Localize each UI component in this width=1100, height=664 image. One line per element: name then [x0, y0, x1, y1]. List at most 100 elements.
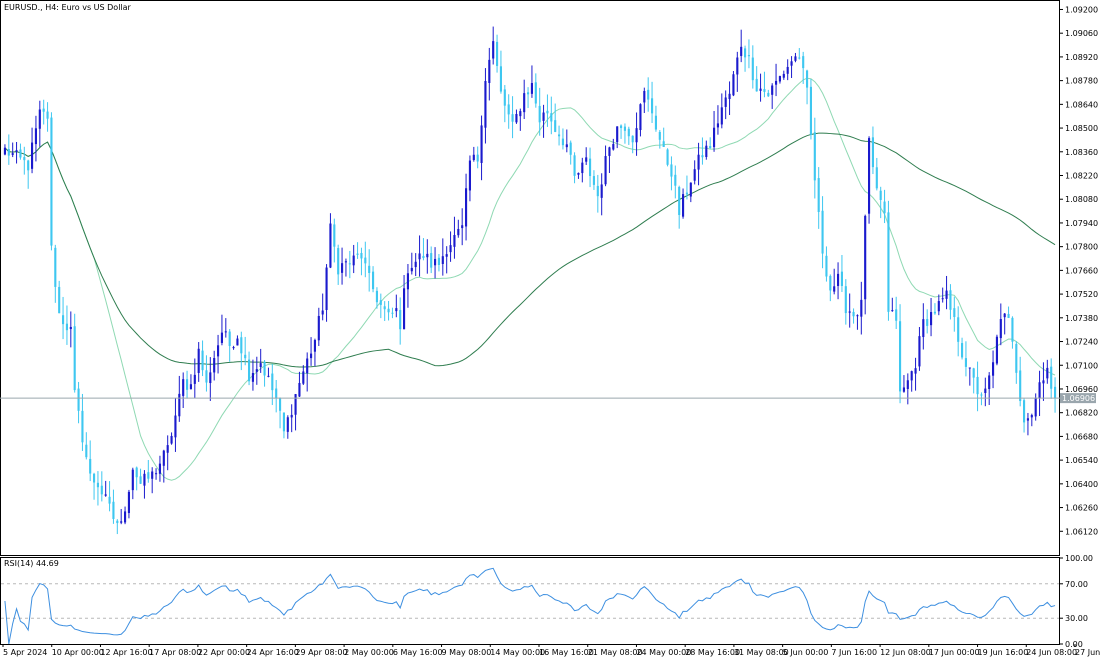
- candle[interactable]: [251, 359, 255, 391]
- candle[interactable]: [77, 381, 80, 424]
- candle[interactable]: [1007, 306, 1010, 319]
- candle[interactable]: [960, 337, 964, 360]
- candle[interactable]: [410, 252, 413, 275]
- candle[interactable]: [685, 175, 689, 200]
- candle[interactable]: [991, 350, 995, 389]
- candle[interactable]: [557, 125, 561, 146]
- candle[interactable]: [503, 85, 506, 123]
- candle[interactable]: [980, 392, 983, 406]
- candle[interactable]: [914, 357, 917, 391]
- candle[interactable]: [321, 293, 324, 321]
- candle[interactable]: [608, 146, 611, 174]
- candle[interactable]: [883, 189, 886, 224]
- candle[interactable]: [805, 69, 809, 105]
- candle[interactable]: [581, 157, 584, 183]
- candle[interactable]: [988, 372, 991, 405]
- candle[interactable]: [798, 48, 801, 60]
- candle[interactable]: [813, 117, 816, 199]
- candle[interactable]: [348, 250, 351, 279]
- candle[interactable]: [399, 297, 402, 345]
- candle[interactable]: [224, 318, 227, 338]
- candle[interactable]: [829, 274, 832, 302]
- candle[interactable]: [65, 305, 69, 345]
- candle[interactable]: [674, 165, 677, 199]
- candle[interactable]: [108, 481, 111, 512]
- candle[interactable]: [120, 509, 123, 525]
- rsi-panel[interactable]: 100.00 70.00 30.00 0.00 RSI(14) 44.69: [0, 554, 1094, 649]
- candle[interactable]: [329, 213, 332, 269]
- candle[interactable]: [236, 335, 239, 346]
- candle[interactable]: [860, 281, 863, 335]
- candle[interactable]: [774, 63, 778, 97]
- candle[interactable]: [356, 242, 359, 259]
- candle[interactable]: [1042, 362, 1045, 401]
- candle[interactable]: [507, 94, 510, 129]
- candle[interactable]: [325, 264, 328, 322]
- candle[interactable]: [523, 79, 526, 120]
- candle[interactable]: [778, 75, 782, 84]
- candle[interactable]: [736, 51, 739, 92]
- candle[interactable]: [596, 174, 599, 213]
- candle[interactable]: [910, 370, 913, 392]
- candle[interactable]: [635, 112, 638, 156]
- candle[interactable]: [1015, 341, 1018, 384]
- candle[interactable]: [182, 372, 185, 409]
- candle[interactable]: [205, 355, 208, 392]
- candle[interactable]: [468, 155, 472, 202]
- candle[interactable]: [654, 105, 658, 132]
- candle[interactable]: [732, 71, 735, 97]
- candle[interactable]: [782, 70, 785, 80]
- candle[interactable]: [840, 255, 844, 293]
- candle[interactable]: [317, 307, 320, 346]
- candle[interactable]: [662, 127, 665, 148]
- candle[interactable]: [949, 284, 952, 320]
- candle[interactable]: [73, 313, 76, 393]
- candle[interactable]: [92, 472, 96, 500]
- candle[interactable]: [290, 404, 293, 433]
- candle[interactable]: [104, 480, 107, 497]
- candle[interactable]: [856, 314, 859, 330]
- candle[interactable]: [716, 105, 720, 135]
- candle[interactable]: [213, 350, 216, 381]
- candle[interactable]: [848, 293, 851, 328]
- price-panel[interactable]: 1.09200 1.09060 1.08920 1.08780 1.08640 1.085…: [0, 0, 1098, 556]
- candle[interactable]: [515, 109, 518, 124]
- candle[interactable]: [554, 103, 557, 133]
- candle[interactable]: [906, 373, 909, 405]
- candle[interactable]: [821, 196, 824, 269]
- candle[interactable]: [902, 375, 906, 393]
- candle[interactable]: [42, 99, 45, 125]
- candle[interactable]: [472, 146, 475, 162]
- candle[interactable]: [352, 244, 355, 274]
- candle[interactable]: [588, 147, 592, 188]
- candle[interactable]: [286, 415, 289, 439]
- candle[interactable]: [259, 348, 262, 373]
- candle[interactable]: [871, 126, 875, 175]
- candle[interactable]: [116, 519, 119, 535]
- candle[interactable]: [457, 219, 460, 238]
- candle[interactable]: [189, 374, 193, 390]
- candle[interactable]: [453, 216, 456, 259]
- candle[interactable]: [151, 467, 154, 494]
- candle[interactable]: [54, 244, 57, 303]
- candle[interactable]: [984, 377, 987, 407]
- candle[interactable]: [178, 375, 181, 422]
- candle[interactable]: [957, 306, 960, 357]
- candle[interactable]: [337, 244, 340, 285]
- candle[interactable]: [364, 241, 367, 278]
- candle[interactable]: [38, 100, 41, 147]
- candle[interactable]: [592, 170, 596, 190]
- candle[interactable]: [802, 51, 805, 84]
- candle[interactable]: [414, 253, 417, 277]
- candle[interactable]: [143, 470, 146, 499]
- candle[interactable]: [100, 471, 103, 502]
- candle[interactable]: [123, 506, 127, 525]
- candle[interactable]: [1046, 359, 1049, 384]
- candle[interactable]: [922, 303, 925, 350]
- candle[interactable]: [255, 356, 258, 385]
- candle[interactable]: [833, 268, 836, 295]
- candle[interactable]: [27, 159, 30, 189]
- candle[interactable]: [271, 364, 274, 406]
- candle[interactable]: [898, 304, 902, 404]
